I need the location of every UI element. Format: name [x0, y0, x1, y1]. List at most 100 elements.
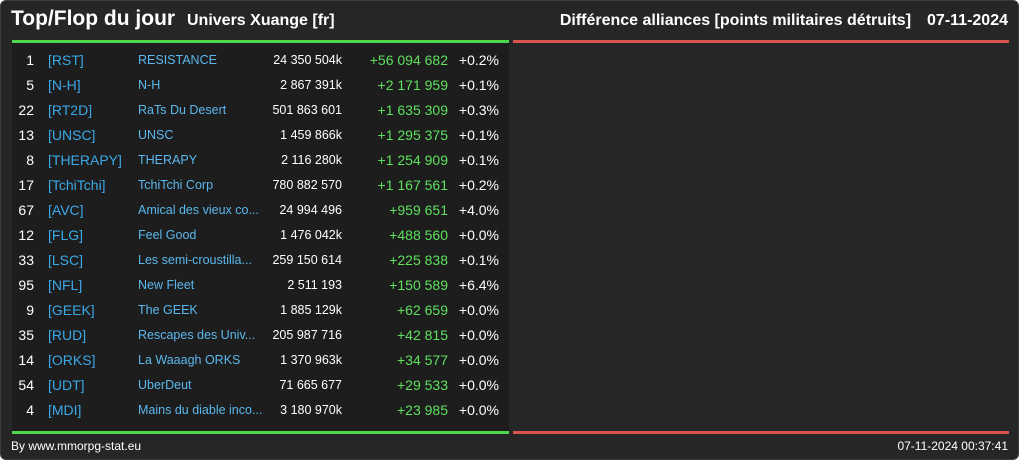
category-label: Différence alliances [points militaires …	[559, 12, 912, 29]
diff-cell: +225 838	[389, 252, 448, 268]
percent-cell: +0.0%	[458, 227, 499, 243]
alliance-tag-link[interactable]: [RT2D]	[48, 102, 93, 118]
alliance-tag-link[interactable]: [RST]	[48, 52, 84, 68]
percent-cell: +4.0%	[458, 202, 499, 218]
rank-cell: 4	[26, 402, 34, 418]
rank-cell: 54	[18, 377, 34, 393]
table-row: 67 [AVC] Amical des vieux co... 24 994 496 +…	[12, 198, 509, 223]
diff-cell: +23 985	[397, 402, 448, 418]
percent-cell: +0.0%	[458, 352, 499, 368]
alliance-name-link[interactable]: Rescapes des Univ...	[138, 328, 256, 342]
diff-cell: +29 533	[397, 377, 448, 393]
alliance-tag-link[interactable]: [NFL]	[48, 277, 83, 293]
percent-cell: +0.1%	[458, 252, 499, 268]
percent-cell: +0.1%	[458, 77, 499, 93]
top-section-bar	[12, 40, 509, 43]
diff-cell: +959 651	[389, 202, 448, 218]
alliance-name-link[interactable]: UberDeut	[138, 378, 192, 392]
percent-cell: +6.4%	[458, 277, 499, 293]
alliance-tag-link[interactable]: [ORKS]	[48, 352, 96, 368]
alliance-tag-link[interactable]: [MDI]	[48, 402, 82, 418]
points-cell: 1 885 129k	[280, 303, 342, 317]
rank-cell: 1	[26, 52, 34, 68]
percent-cell: +0.0%	[458, 377, 499, 393]
rank-cell: 8	[26, 152, 34, 168]
rank-cell: 12	[18, 227, 34, 243]
alliance-name-link[interactable]: RaTs Du Desert	[138, 103, 227, 117]
alliance-name-link[interactable]: UNSC	[138, 128, 174, 142]
alliance-name-link[interactable]: The GEEK	[138, 303, 198, 317]
percent-cell: +0.1%	[458, 152, 499, 168]
diff-cell: +34 577	[397, 352, 448, 368]
rank-cell: 95	[18, 277, 34, 293]
alliance-name-link[interactable]: New Fleet	[138, 278, 195, 292]
percent-cell: +0.2%	[458, 177, 499, 193]
points-cell: 259 150 614	[272, 253, 342, 267]
alliance-name-link[interactable]: RESISTANCE	[138, 53, 217, 67]
diff-cell: +1 167 561	[377, 177, 448, 193]
diff-cell: +42 815	[397, 327, 448, 343]
table-row: 12 [FLG] Feel Good 1 476 042k +488 560 +0.0%	[12, 223, 509, 248]
alliance-name-link[interactable]: THERAPY	[138, 153, 198, 167]
points-cell: 1 459 866k	[280, 128, 342, 142]
alliance-name-link[interactable]: Feel Good	[138, 228, 197, 242]
alliance-tag-link[interactable]: [AVC]	[48, 202, 84, 218]
alliance-name-link[interactable]: Amical des vieux co...	[138, 203, 259, 217]
points-cell: 2 116 280k	[281, 153, 342, 167]
alliance-tag-link[interactable]: [RUD]	[48, 327, 87, 343]
table-row: 95 [NFL] New Fleet 2 511 193 +150 589 +6.4%	[12, 273, 509, 298]
alliance-tag-link[interactable]: [GEEK]	[48, 302, 95, 318]
table-row: 35 [RUD] Rescapes des Univ... 205 987 716 +4…	[12, 323, 509, 348]
rank-cell: 9	[26, 302, 34, 318]
alliance-tag-link[interactable]: [UNSC]	[48, 127, 96, 143]
points-cell: 1 370 963k	[280, 353, 342, 367]
table-row: 1 [RST] RESISTANCE 24 350 504k +56 094 682 +0…	[12, 48, 509, 73]
alliance-tag-link[interactable]: [THERAPY]	[48, 152, 122, 168]
points-cell: 71 665 677	[279, 378, 342, 392]
points-cell: 1 476 042k	[280, 228, 342, 242]
points-cell: 501 863 601	[272, 103, 342, 117]
points-cell: 24 350 504k	[273, 53, 342, 67]
date-label: 07-11-2024	[927, 12, 1008, 29]
alliance-name-link[interactable]: La Waaagh ORKS	[138, 353, 241, 367]
universe-label: Univers Xuange [fr]	[187, 12, 335, 29]
alliance-tag-link[interactable]: [LSC]	[48, 252, 84, 268]
flop-section-bar	[513, 40, 1009, 43]
top-panel: 1 [RST] RESISTANCE 24 350 504k +56 094 682 +0…	[12, 43, 509, 431]
percent-cell: +0.2%	[458, 52, 499, 68]
alliance-tag-link[interactable]: [FLG]	[48, 227, 84, 243]
diff-cell: +1 635 309	[377, 102, 448, 118]
source-link[interactable]: By www.mmorpg-stat.eu	[11, 439, 142, 453]
percent-cell: +0.0%	[458, 302, 499, 318]
table-row: 14 [ORKS] La Waaagh ORKS 1 370 963k +34 577 +…	[12, 348, 509, 373]
diff-cell: +62 659	[397, 302, 448, 318]
alliance-name-link[interactable]: Mains du diable inco...	[138, 403, 263, 417]
diff-cell: +488 560	[389, 227, 448, 243]
alliance-tag-link[interactable]: [TchiTchi]	[48, 177, 106, 193]
page-title: Top/Flop du jour	[11, 7, 176, 30]
table-row: 8 [THERAPY] THERAPY 2 116 280k +1 254 909 +0.…	[12, 148, 509, 173]
points-cell: 24 994 496	[279, 203, 342, 217]
alliance-name-link[interactable]: TchiTchi Corp	[138, 178, 214, 192]
alliance-name-link[interactable]: Les semi-croustilla...	[138, 253, 252, 267]
table-row: 4 [MDI] Mains du diable inco... 3 180 970k +…	[12, 398, 509, 423]
flop-panel	[513, 43, 1009, 431]
diff-cell: +150 589	[389, 277, 448, 293]
points-cell: 2 867 391k	[280, 78, 342, 92]
points-cell: 2 511 193	[287, 278, 342, 292]
alliance-name-link[interactable]: N-H	[138, 78, 161, 92]
rank-cell: 22	[18, 102, 34, 118]
generated-timestamp: 07-11-2024 00:37:41	[897, 439, 1008, 453]
diff-cell: +1 254 909	[377, 152, 448, 168]
rank-cell: 67	[18, 202, 34, 218]
rank-cell: 14	[18, 352, 34, 368]
table-row: 9 [GEEK] The GEEK 1 885 129k +62 659 +0.0%	[12, 298, 509, 323]
alliance-tag-link[interactable]: [N-H]	[48, 77, 81, 93]
diff-cell: +56 094 682	[369, 52, 448, 68]
diff-cell: +2 171 959	[377, 77, 448, 93]
table-row: 13 [UNSC] UNSC 1 459 866k +1 295 375 +0.1%	[12, 123, 509, 148]
alliance-tag-link[interactable]: [UDT]	[48, 377, 85, 393]
points-cell: 780 882 570	[272, 178, 342, 192]
table-row: 22 [RT2D] RaTs Du Desert 501 863 601 +1 635 …	[12, 98, 509, 123]
